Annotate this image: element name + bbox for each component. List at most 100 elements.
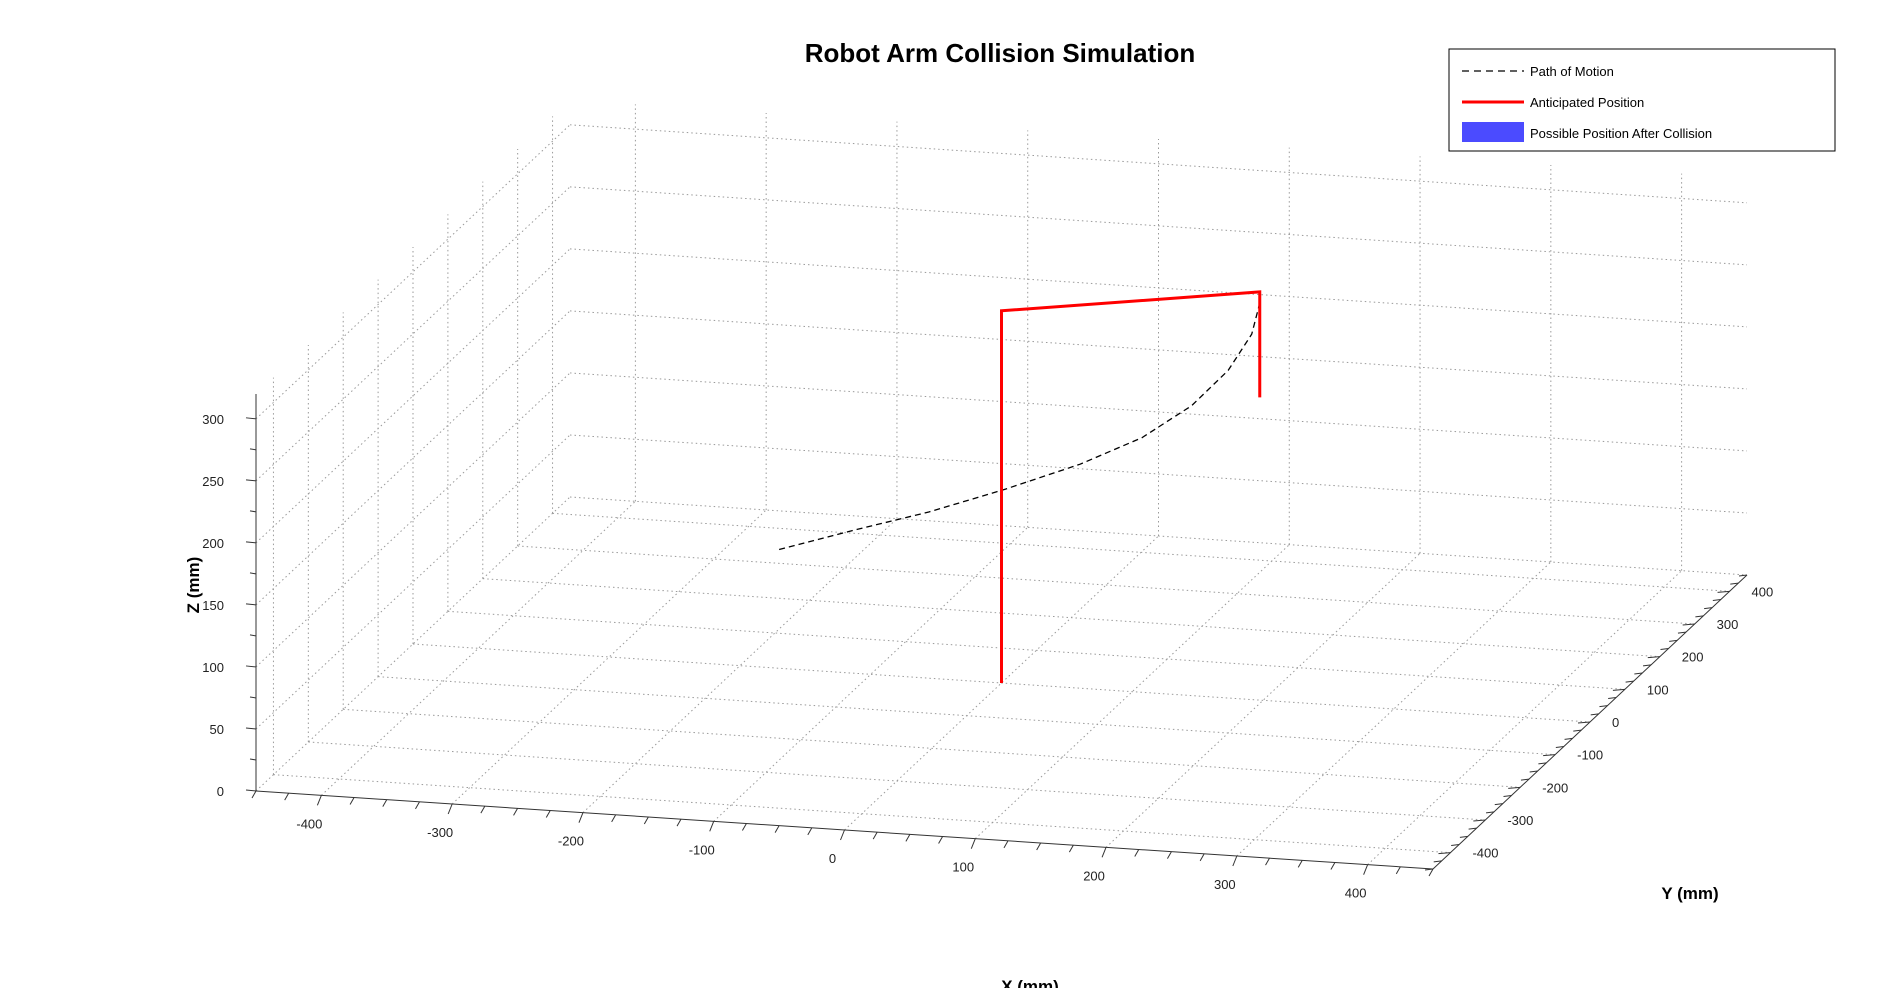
y-tick-mark	[1677, 631, 1687, 634]
y-tick-mark	[1669, 639, 1678, 642]
y-tick-mark	[1608, 697, 1617, 699]
y-tick-mark	[1520, 778, 1530, 781]
x-tick-mark	[1167, 851, 1172, 859]
z-tick-mark	[249, 572, 257, 575]
x-tick-mark	[1330, 862, 1336, 870]
x-tick-mark	[1003, 840, 1009, 849]
y-tick-label: 200	[1682, 650, 1704, 665]
y-tick-mark	[1485, 811, 1495, 814]
y-tick-mark	[1634, 672, 1643, 675]
x-tick-label: 200	[1083, 868, 1105, 883]
y-tick-mark	[1647, 656, 1660, 659]
y-tick-mark	[1433, 860, 1442, 863]
z-tick-mark	[245, 603, 257, 606]
x-tick-mark	[284, 792, 290, 801]
y-tick-mark	[1494, 803, 1503, 806]
x-tick-mark	[1363, 864, 1369, 875]
back-wall-grid-z-line	[569, 310, 1748, 390]
y-tick-mark	[1682, 623, 1695, 626]
x-tick-label: 400	[1345, 886, 1367, 901]
floor-grid-y-line	[343, 708, 1521, 788]
legend-swatch-possible-position	[1462, 122, 1524, 142]
floor-grid-y-line	[378, 676, 1556, 756]
z-axis-label: Z (mm)	[184, 557, 203, 614]
tick-labels: -400 -300 -200 -100 0 100 200 300 400 -400 -300 -20…	[202, 412, 1773, 901]
x-tick-mark	[1232, 855, 1238, 867]
floor-grid-y-line	[447, 610, 1625, 690]
y-tick-mark	[1695, 615, 1704, 618]
z-tick-mark	[249, 696, 257, 699]
x-tick-mark	[578, 812, 584, 823]
y-tick-mark	[1704, 607, 1713, 610]
floor-grid-y-line	[552, 512, 1730, 592]
x-tick-mark	[513, 808, 518, 816]
floor-grid-y-line	[517, 545, 1695, 625]
x-tick-mark	[349, 797, 355, 805]
z-tick-label: 300	[202, 412, 224, 427]
y-tick-mark	[1738, 574, 1748, 577]
y-tick-mark	[1543, 754, 1556, 757]
y-tick-label: 300	[1717, 617, 1739, 632]
x-tick-label: -100	[689, 842, 715, 857]
x-tick-mark	[480, 805, 486, 814]
side-wall-grid-z-line	[255, 434, 571, 730]
floor-grid-y-line	[308, 741, 1486, 821]
y-tick-mark	[1717, 590, 1730, 593]
x-axis-label: X (mm)	[1001, 977, 1059, 988]
z-tick-label: 200	[202, 536, 224, 551]
y-tick-label: 400	[1752, 584, 1774, 599]
x-tick-mark	[415, 801, 420, 810]
z-tick-label: 250	[202, 474, 224, 489]
y-tick-mark	[1577, 721, 1591, 724]
x-tick-mark	[709, 821, 715, 832]
y-tick-mark	[1599, 705, 1608, 708]
back-wall-grid-z-line	[569, 372, 1748, 452]
x-tick-label: 0	[829, 851, 836, 866]
y-tick-mark	[1564, 737, 1573, 740]
x-tick-label: -400	[296, 816, 322, 831]
x-tick-mark	[970, 838, 976, 849]
floor-grid-x-line	[1236, 561, 1552, 857]
y-axis-label: Y (mm)	[1661, 884, 1718, 903]
x-tick-mark	[1068, 844, 1074, 853]
z-tick-mark	[245, 665, 257, 668]
floor-grid-x-line	[321, 500, 636, 796]
series-anticipated-position-line	[1000, 290, 1262, 683]
axes	[245, 394, 1748, 877]
x-tick-mark	[1101, 847, 1107, 858]
y-tick-mark	[1451, 844, 1460, 846]
back-wall-grid-z-line	[569, 186, 1748, 266]
y-tick-mark	[1538, 762, 1547, 765]
x-tick-mark	[1199, 853, 1205, 862]
back-wall-grid-z-line	[569, 496, 1748, 576]
y-tick-mark	[1573, 729, 1582, 732]
side-wall-grid-z-line	[255, 372, 571, 668]
y-tick-mark	[1508, 786, 1521, 789]
chart-title: Robot Arm Collision Simulation	[805, 38, 1195, 68]
y-tick-label: -300	[1507, 813, 1533, 828]
x-tick-mark	[251, 790, 257, 799]
floor-grid-y-line	[482, 578, 1660, 658]
legend-label-path-of-motion: Path of Motion	[1530, 64, 1614, 79]
z-tick-mark	[249, 510, 257, 513]
z-tick-mark	[245, 727, 257, 730]
x-tick-mark	[382, 799, 388, 807]
y-tick-mark	[1424, 868, 1434, 871]
y-tick-mark	[1660, 648, 1669, 650]
z-tick-label: 50	[210, 722, 224, 737]
x-tick-mark	[1134, 849, 1140, 857]
y-tick-mark	[1612, 688, 1625, 691]
floor-grid-x-line	[451, 509, 767, 805]
x-tick-mark	[741, 823, 747, 831]
legend-label-possible-position: Possible Position After Collision	[1530, 126, 1712, 141]
y-tick-label: 100	[1647, 682, 1669, 697]
z-tick-mark	[245, 541, 257, 544]
x-tick-mark	[774, 825, 780, 833]
y-tick-label: -200	[1542, 780, 1568, 795]
x-tick-mark	[643, 816, 649, 825]
z-tick-mark	[249, 448, 257, 451]
z-tick-mark	[245, 479, 257, 482]
x-tick-mark	[1265, 857, 1270, 866]
z-tick-label: 150	[202, 598, 224, 613]
